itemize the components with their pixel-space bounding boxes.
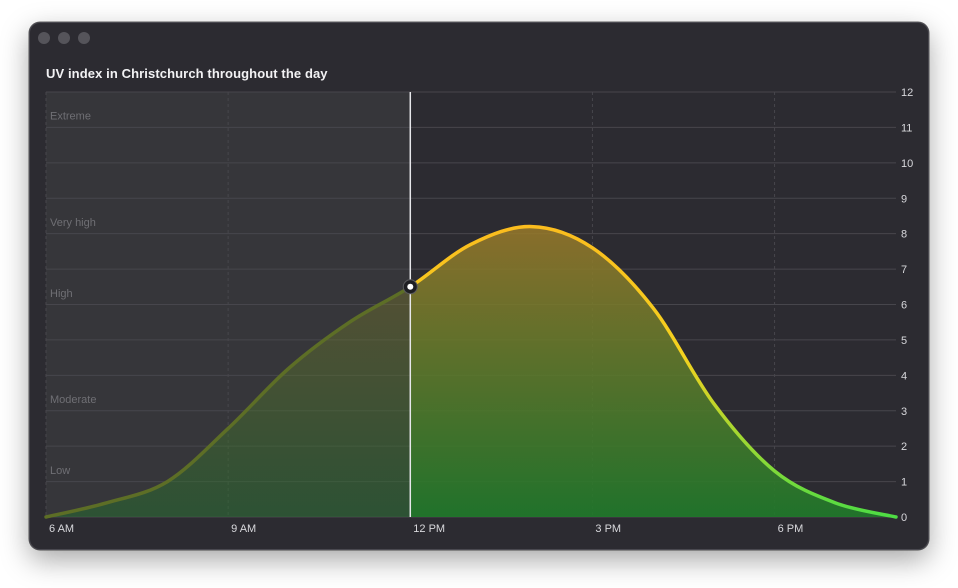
y-tick-label: 10 <box>901 158 913 170</box>
band-label: Very high <box>50 217 96 229</box>
close-button[interactable] <box>38 32 50 44</box>
y-tick-label: 1 <box>901 477 907 489</box>
line-future <box>410 224 898 519</box>
zoom-button[interactable] <box>78 32 90 44</box>
app-window: UV index in Christchurch throughout the … <box>29 22 929 550</box>
y-tick-label: 5 <box>901 335 907 347</box>
area-future <box>410 226 896 517</box>
current-marker-inner <box>407 283 414 290</box>
x-tick-label: 6 PM <box>778 523 804 535</box>
y-tick-label: 2 <box>901 441 907 453</box>
band-label: Low <box>50 465 70 477</box>
y-tick-label: 8 <box>901 229 907 241</box>
y-tick-label: 4 <box>901 370 907 382</box>
x-tick-label: 3 PM <box>595 523 621 535</box>
y-tick-label: 3 <box>901 406 907 418</box>
band-label: Moderate <box>50 394 96 406</box>
x-tick-label: 9 AM <box>231 523 256 535</box>
y-tick-label: 0 <box>901 512 907 524</box>
x-tick-label: 12 PM <box>413 523 445 535</box>
x-tick-label: 6 AM <box>49 523 74 535</box>
y-tick-label: 11 <box>901 122 912 134</box>
band-label: Extreme <box>50 111 91 123</box>
minimize-button[interactable] <box>58 32 70 44</box>
y-tick-label: 7 <box>901 264 907 276</box>
y-tick-label: 9 <box>901 193 907 205</box>
window-controls <box>38 32 90 44</box>
line-past <box>44 284 411 519</box>
chart-title: UV index in Christchurch throughout the … <box>46 66 328 81</box>
y-tick-label: 12 <box>901 87 913 99</box>
band-label: High <box>50 288 73 300</box>
y-tick-label: 6 <box>901 300 907 312</box>
